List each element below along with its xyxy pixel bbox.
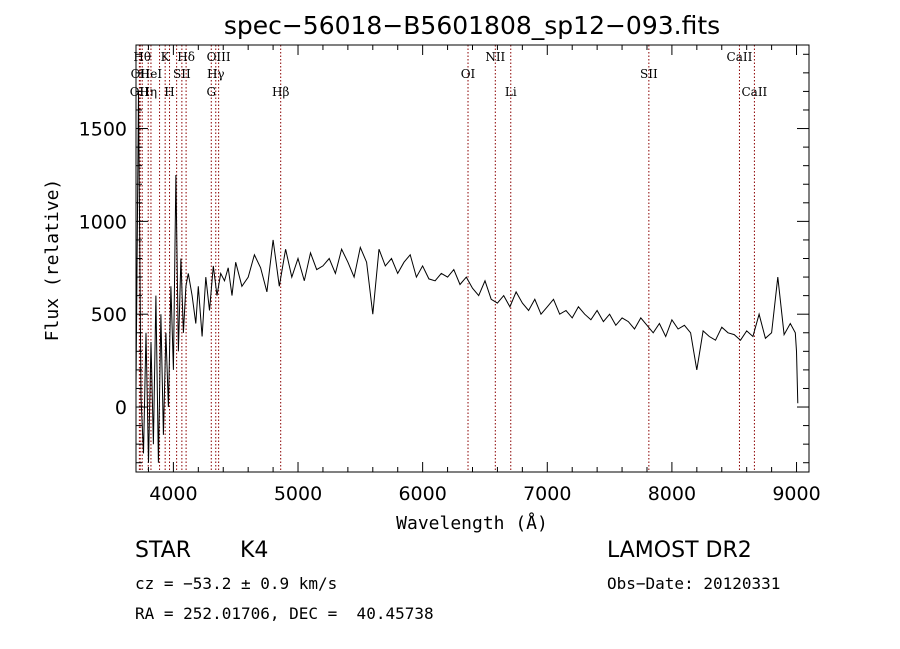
line-label: OI <box>461 67 476 81</box>
line-label: K <box>161 50 171 64</box>
coordinates: RA = 252.01706, DEC = 40.45738 <box>135 604 434 623</box>
line-label: Hβ <box>272 85 289 99</box>
line-label: CaII <box>727 50 753 64</box>
x-tick-label: 6000 <box>398 483 446 505</box>
line-label: Li <box>505 85 517 99</box>
x-tick-label: 8000 <box>648 483 696 505</box>
object-subclass: K4 <box>240 538 269 563</box>
axis-tick-labels: 4000 5000 6000 7000 8000 9000 0 500 1000 1500 <box>79 119 821 505</box>
object-class: STAR <box>135 538 192 563</box>
line-label: Hδ <box>177 50 195 64</box>
y-axis-label: Flux (relative) <box>42 179 63 342</box>
line-label: OIII <box>207 50 231 64</box>
y-tick-label: 500 <box>91 304 127 326</box>
line-label: H <box>164 85 174 99</box>
x-axis-label: Wavelength (Å) <box>396 512 548 534</box>
line-label: Hθ <box>133 50 151 64</box>
line-label: OII <box>130 85 150 99</box>
line-label: SII <box>173 67 191 81</box>
spectral-line-markers <box>138 45 755 472</box>
y-tick-label: 0 <box>115 397 127 419</box>
line-label: HeI <box>140 67 163 81</box>
chart-title: spec−56018−B5601808_sp12−093.fits <box>224 11 720 40</box>
line-label: SII <box>640 67 658 81</box>
line-label: Hη <box>139 85 157 99</box>
x-tick-label: 5000 <box>274 483 322 505</box>
spectral-line-labels: OII OII Hθ Hη HeI K H SII Hδ G Hγ OIII Hβ OI NII Li SII C… <box>130 50 768 99</box>
x-tick-label: 9000 <box>772 483 820 505</box>
line-label: OII <box>131 67 151 81</box>
line-label: NII <box>485 50 505 64</box>
x-tick-label: 7000 <box>523 483 571 505</box>
x-tick-label: 4000 <box>149 483 197 505</box>
observation-date: Obs−Date: 20120331 <box>607 574 781 593</box>
line-label: CaII <box>741 85 767 99</box>
y-tick-label: 1500 <box>79 119 127 141</box>
axis-ticks <box>136 45 809 472</box>
line-label: Hγ <box>207 67 225 81</box>
redshift-cz: cz = −53.2 ± 0.9 km/s <box>135 574 338 593</box>
y-tick-label: 1000 <box>79 211 127 233</box>
line-label: G <box>206 85 216 99</box>
survey-name: LAMOST DR2 <box>607 538 752 563</box>
plot-frame <box>135 44 810 473</box>
spectrum-series-line <box>135 91 799 463</box>
